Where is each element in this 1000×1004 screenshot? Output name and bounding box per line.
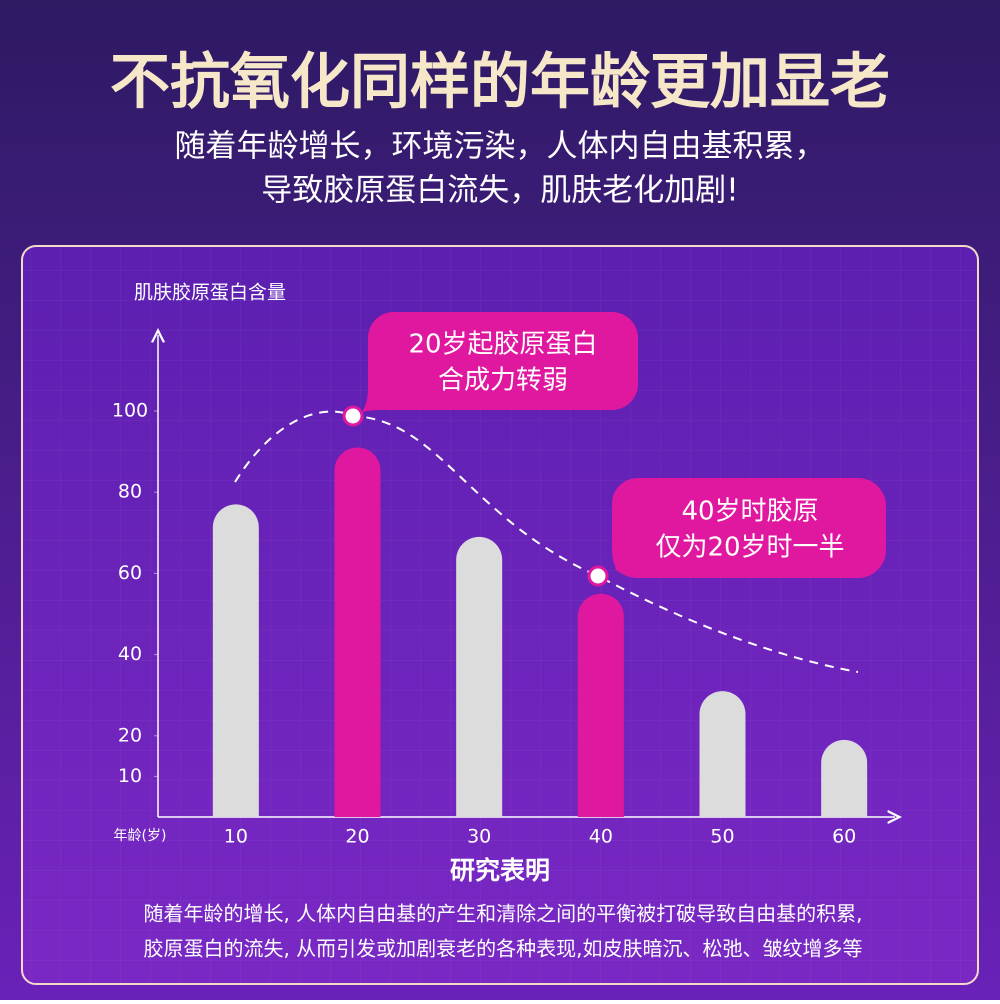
- highlight-dot: [587, 565, 609, 587]
- callout: [611, 477, 886, 578]
- callout-text: 合成力转弱: [438, 366, 568, 396]
- y-tick-label: 60: [118, 562, 142, 584]
- x-tick-label: 20: [345, 826, 369, 848]
- bar: [577, 593, 624, 817]
- y-tick-label: 40: [118, 643, 142, 665]
- bar: [456, 536, 503, 817]
- footer-heading: 研究表明: [450, 856, 550, 885]
- y-axis-label: 肌肤胶原蛋白含量: [134, 282, 286, 304]
- y-tick-label: 10: [118, 765, 142, 787]
- bar: [821, 739, 868, 817]
- bar: [212, 504, 259, 817]
- x-axis-label: 年龄(岁): [114, 828, 167, 844]
- subtitle: 导致胶原蛋白流失，肌肤老化加剧!: [261, 173, 738, 209]
- footer-text: 胶原蛋白的流失, 从而引发或加剧衰老的各种表现,如皮肤暗沉、松弛、皱纹增多等: [143, 937, 862, 961]
- callout-text: 40岁时胶原: [681, 497, 818, 527]
- x-tick-label: 50: [710, 826, 734, 848]
- bar: [699, 691, 746, 817]
- bar: [334, 447, 381, 817]
- callout-text: 20岁起胶原蛋白: [408, 330, 597, 360]
- x-tick-label: 60: [832, 826, 856, 848]
- x-tick-label: 40: [589, 826, 613, 848]
- highlight-dot: [342, 405, 364, 427]
- title: 不抗氧化同样的年龄更加显老: [110, 48, 890, 118]
- subtitle: 随着年龄增长，环境污染，人体内自由基积累，: [175, 129, 826, 165]
- callout: [362, 312, 638, 412]
- x-tick-label: 30: [467, 826, 491, 848]
- x-tick-label: 10: [224, 826, 248, 848]
- plot: 10 20 40 60 80 100 10 20 30 40 50 60: [112, 400, 868, 848]
- y-tick-label: 80: [118, 481, 142, 503]
- y-tick-label: 100: [112, 400, 148, 422]
- y-tick-label: 20: [118, 724, 142, 746]
- footer-text: 随着年龄的增长, 人体内自由基的产生和清除之间的平衡被打破导致自由基的积累,: [143, 902, 862, 926]
- callout-text: 仅为20岁时一半: [655, 533, 844, 563]
